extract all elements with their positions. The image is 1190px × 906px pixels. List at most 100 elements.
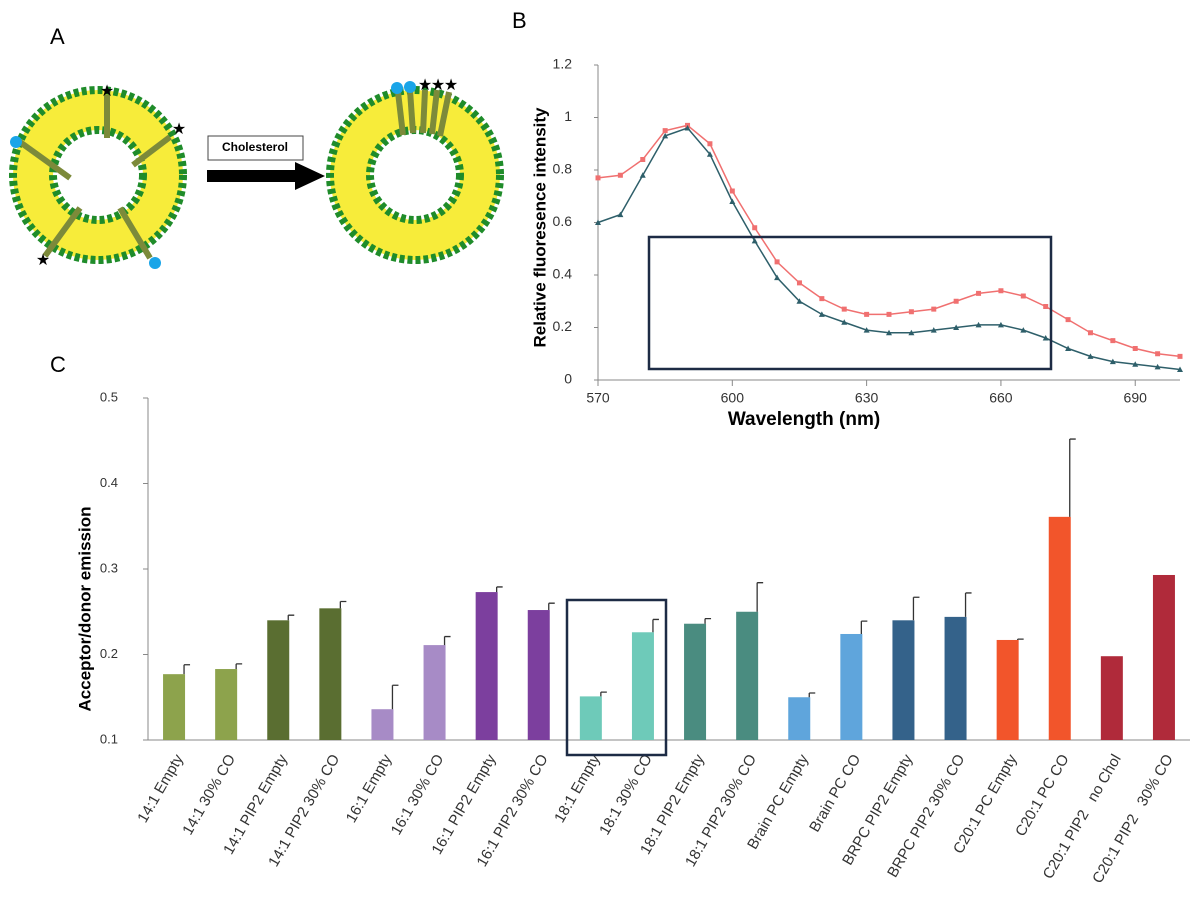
error-bar bbox=[964, 592, 972, 617]
x-tick-label: 570 bbox=[586, 390, 610, 406]
panel-label: B bbox=[512, 8, 527, 33]
marker bbox=[1087, 353, 1094, 359]
marker bbox=[931, 306, 937, 312]
x-tick-label: 14:1 30% CO bbox=[179, 751, 239, 837]
highlight-box bbox=[565, 598, 668, 757]
marker bbox=[841, 319, 848, 325]
marker bbox=[1087, 330, 1093, 336]
bar bbox=[371, 709, 394, 740]
bar bbox=[736, 611, 759, 740]
arrow-label: Cholesterol bbox=[222, 140, 288, 154]
marker bbox=[841, 306, 847, 312]
bar bbox=[788, 697, 811, 740]
arrow bbox=[207, 162, 325, 190]
marker bbox=[908, 329, 915, 336]
inner-heads bbox=[366, 126, 464, 224]
y-axis-title: Acceptor/donor emission bbox=[75, 507, 94, 712]
marker bbox=[752, 225, 758, 231]
x-tick-label: 18:1 30% CO bbox=[596, 751, 656, 837]
outer-heads bbox=[326, 86, 504, 264]
y-tick-label: 0.8 bbox=[553, 161, 573, 177]
panel-label: C bbox=[50, 352, 66, 377]
marker bbox=[886, 311, 892, 317]
bar bbox=[631, 632, 654, 740]
marker bbox=[864, 311, 870, 317]
y-tick-label: 0.4 bbox=[553, 266, 573, 282]
marker bbox=[662, 128, 668, 134]
x-tick-label: 600 bbox=[721, 390, 745, 406]
marker bbox=[953, 324, 960, 330]
star: ★ bbox=[172, 121, 186, 138]
dye bbox=[10, 136, 22, 148]
bar bbox=[215, 669, 238, 740]
bar bbox=[684, 623, 707, 740]
outer-heads bbox=[9, 86, 187, 264]
y-tick-label: 0.2 bbox=[553, 318, 573, 334]
y-tick-label: 0.6 bbox=[553, 213, 573, 229]
marker bbox=[997, 321, 1004, 328]
error-bar bbox=[548, 602, 555, 611]
marker bbox=[1154, 363, 1161, 370]
error-bar bbox=[183, 664, 191, 675]
error-bar bbox=[443, 635, 451, 646]
marker bbox=[729, 188, 735, 194]
bar bbox=[475, 592, 498, 740]
dye bbox=[149, 257, 161, 269]
star: ★ bbox=[100, 83, 114, 100]
marker bbox=[1177, 353, 1183, 359]
marker bbox=[1132, 346, 1138, 351]
marker bbox=[976, 290, 982, 296]
bar bbox=[840, 633, 863, 740]
marker bbox=[953, 298, 959, 304]
vesicle-left: ★ ★ ★ bbox=[9, 83, 187, 269]
marker bbox=[863, 327, 870, 333]
error-bar bbox=[652, 618, 659, 633]
marker bbox=[975, 321, 982, 328]
marker bbox=[662, 132, 669, 139]
bar bbox=[423, 645, 446, 740]
marker bbox=[886, 329, 892, 336]
marker bbox=[707, 141, 713, 147]
error-bar bbox=[235, 663, 243, 670]
marker bbox=[1109, 358, 1116, 365]
star: ★ bbox=[431, 77, 445, 94]
y-tick-label: 0.1 bbox=[100, 731, 118, 746]
marker bbox=[617, 172, 623, 178]
bar bbox=[1048, 516, 1071, 740]
data-line bbox=[597, 124, 1181, 358]
x-tick-label: 630 bbox=[855, 390, 879, 406]
error-bar bbox=[1017, 638, 1024, 640]
marker bbox=[1020, 327, 1027, 333]
marker bbox=[796, 298, 803, 304]
bilayer bbox=[330, 90, 500, 260]
marker bbox=[1065, 317, 1071, 323]
star: ★ bbox=[418, 77, 432, 94]
bar bbox=[267, 620, 290, 740]
y-tick-label: 0.5 bbox=[100, 389, 118, 404]
marker bbox=[1043, 304, 1049, 309]
bar bbox=[319, 608, 342, 740]
marker bbox=[1132, 361, 1139, 367]
bar bbox=[1152, 574, 1175, 740]
error-bar bbox=[339, 600, 347, 609]
error-bar bbox=[912, 596, 920, 621]
x-tick-label: 14:1 Empty bbox=[134, 751, 187, 826]
marker bbox=[774, 274, 781, 281]
marker bbox=[796, 280, 802, 286]
y-tick-label: 0.2 bbox=[100, 646, 118, 661]
x-tick-label: 18:1 Empty bbox=[551, 751, 604, 826]
bar bbox=[527, 610, 550, 740]
marker bbox=[998, 288, 1004, 294]
x-tick-label: Brain PC CO bbox=[806, 751, 864, 835]
y-tick-label: 1 bbox=[564, 108, 572, 124]
x-tick-label: 16:1 Empty bbox=[343, 751, 396, 826]
marker bbox=[1042, 335, 1049, 341]
marker bbox=[908, 309, 914, 315]
y-tick-label: 0.3 bbox=[100, 560, 118, 575]
error-bar bbox=[704, 617, 712, 624]
error-bar bbox=[808, 692, 816, 698]
bar bbox=[579, 696, 602, 740]
y-axis-title: Relative fluoresence intensity bbox=[530, 107, 549, 348]
bar bbox=[1100, 656, 1123, 740]
